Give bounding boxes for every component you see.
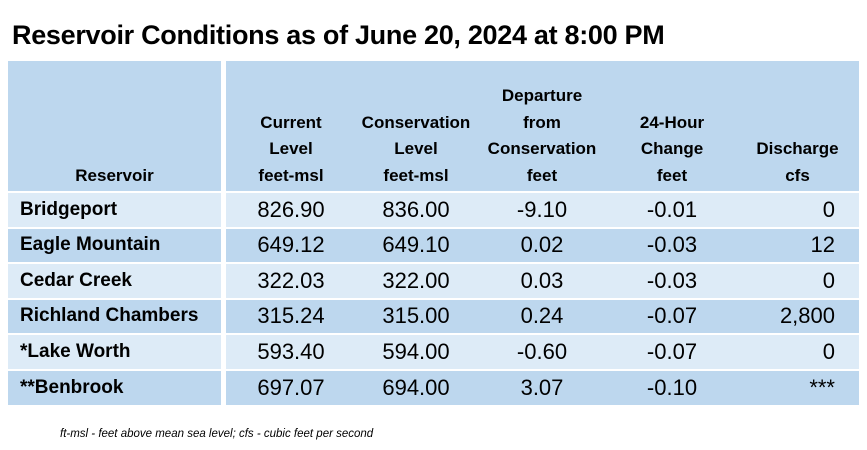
header-line: from: [523, 112, 561, 132]
header-line: Level: [269, 139, 313, 158]
header-line: cfs: [785, 165, 810, 185]
footnote: ft-msl - feet above mean sea level; cfs …: [60, 428, 374, 440]
departure-cell: 0.02: [476, 227, 608, 263]
header-line: feet-msl: [383, 165, 449, 185]
conservation-level-cell: 694.00: [356, 369, 476, 405]
current-level-cell: 315.24: [226, 298, 356, 334]
header-reservoir: Reservoir: [8, 61, 221, 192]
header-line: Reservoir: [75, 165, 154, 185]
current-level-cell: 697.07: [226, 369, 356, 405]
header-discharge: Discharge cfs: [736, 61, 859, 192]
table-row: Eagle Mountain 649.12 649.10 0.02 -0.03 …: [8, 227, 859, 263]
reservoir-name: Bridgeport: [8, 192, 221, 228]
conservation-level-cell: 322.00: [356, 263, 476, 299]
column-gap: [221, 263, 226, 299]
departure-cell: -0.60: [476, 334, 608, 370]
discharge-cell: ***: [736, 369, 859, 405]
reservoir-table: Reservoir Current Level feet-msl Conserv…: [8, 61, 859, 405]
header-line: 24-Hour: [639, 112, 705, 132]
change-cell: -0.03: [608, 227, 736, 263]
header-departure: Departure from Conservation feet: [476, 61, 608, 192]
departure-cell: 0.24: [476, 298, 608, 334]
header-line: feet: [656, 165, 688, 185]
change-cell: -0.07: [608, 334, 736, 370]
discharge-cell: 0: [736, 263, 859, 299]
reservoir-name: Eagle Mountain: [8, 227, 221, 263]
discharge-cell: 0: [736, 334, 859, 370]
table-row: **Benbrook 697.07 694.00 3.07 -0.10 ***: [8, 369, 859, 405]
table-header-row: Reservoir Current Level feet-msl Conserv…: [8, 61, 859, 192]
discharge-cell: 0: [736, 192, 859, 228]
header-line: feet-msl: [258, 165, 324, 185]
conservation-level-cell: 594.00: [356, 334, 476, 370]
header-line: Current: [260, 112, 322, 132]
current-level-cell: 593.40: [226, 334, 356, 370]
current-level-cell: 649.12: [226, 227, 356, 263]
header-line: Change: [640, 139, 704, 158]
reservoir-name: **Benbrook: [8, 369, 221, 405]
header-conservation-level: Conservation Level feet-msl: [356, 61, 476, 192]
change-cell: -0.03: [608, 263, 736, 299]
column-gap: [221, 227, 226, 263]
header-line: Departure: [501, 86, 583, 105]
change-cell: -0.01: [608, 192, 736, 228]
header-line: Level: [394, 139, 438, 158]
column-gap: [221, 61, 226, 192]
conservation-level-cell: 836.00: [356, 192, 476, 228]
table-row: Bridgeport 826.90 836.00 -9.10 -0.01 0: [8, 192, 859, 228]
table-row: *Lake Worth 593.40 594.00 -0.60 -0.07 0: [8, 334, 859, 370]
reservoir-name: *Lake Worth: [8, 334, 221, 370]
header-current-level: Current Level feet-msl: [226, 61, 356, 192]
change-cell: -0.07: [608, 298, 736, 334]
header-line: feet: [526, 165, 558, 185]
header-line: Conservation: [361, 112, 471, 132]
change-cell: -0.10: [608, 369, 736, 405]
table-row: Richland Chambers 315.24 315.00 0.24 -0.…: [8, 298, 859, 334]
current-level-cell: 826.90: [226, 192, 356, 228]
departure-cell: 0.03: [476, 263, 608, 299]
discharge-cell: 2,800: [736, 298, 859, 334]
column-gap: [221, 334, 226, 370]
current-level-cell: 322.03: [226, 263, 356, 299]
discharge-cell: 12: [736, 227, 859, 263]
column-gap: [221, 369, 226, 405]
conservation-level-cell: 649.10: [356, 227, 476, 263]
departure-cell: -9.10: [476, 192, 608, 228]
reservoir-name: Cedar Creek: [8, 263, 221, 299]
header-line: Discharge: [756, 139, 839, 158]
page-title: Reservoir Conditions as of June 20, 2024…: [12, 20, 665, 50]
header-24-hour-change: 24-Hour Change feet: [608, 61, 736, 192]
column-gap: [221, 192, 226, 228]
departure-cell: 3.07: [476, 369, 608, 405]
conservation-level-cell: 315.00: [356, 298, 476, 334]
column-gap: [221, 298, 226, 334]
reservoir-name: Richland Chambers: [8, 298, 221, 334]
table-row: Cedar Creek 322.03 322.00 0.03 -0.03 0: [8, 263, 859, 299]
header-line: Conservation: [487, 139, 597, 158]
